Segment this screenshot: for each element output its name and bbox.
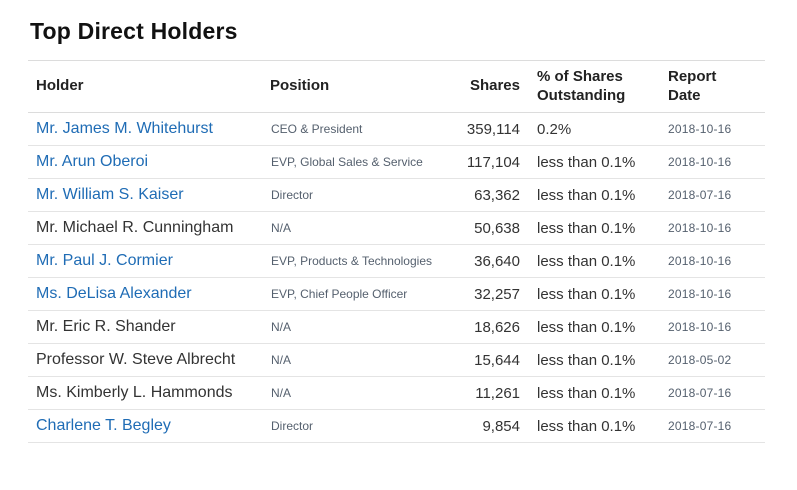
holder-cell: Mr. Arun Oberoi: [28, 146, 270, 179]
table-row: Mr. Paul J. Cormier EVP, Products & Tech…: [28, 245, 765, 278]
pct-outstanding-cell: less than 0.1%: [537, 153, 636, 171]
pct-outstanding-cell: less than 0.1%: [537, 417, 636, 435]
position-cell: N/A: [271, 386, 292, 400]
holder-text: Mr. Michael R. Cunningham: [36, 219, 234, 236]
holder-cell: Professor W. Steve Albrecht: [28, 344, 270, 377]
shares-cell: 36,640: [474, 252, 520, 270]
report-date-cell: 2018-10-16: [668, 287, 732, 301]
header-position: Position: [270, 60, 450, 113]
table-row: Mr. James M. Whitehurst CEO & President …: [28, 113, 765, 146]
shares-cell: 9,854: [482, 417, 520, 435]
report-date-cell: 2018-10-16: [668, 155, 732, 169]
shares-cell: 15,644: [474, 351, 520, 369]
holder-cell: Mr. Paul J. Cormier: [28, 245, 270, 278]
holders-table: Holder Position Shares % of Shares Outst…: [28, 60, 765, 443]
report-date-cell: 2018-10-16: [668, 221, 732, 235]
shares-cell: 18,626: [474, 318, 520, 336]
holder-text: Ms. Kimberly L. Hammonds: [36, 384, 233, 401]
holder-cell: Charlene T. Begley: [28, 410, 270, 443]
holder-cell: Mr. William S. Kaiser: [28, 179, 270, 212]
table-row: Mr. Michael R. Cunningham N/A 50,638 les…: [28, 212, 765, 245]
report-date-cell: 2018-10-16: [668, 122, 732, 136]
report-date-cell: 2018-07-16: [668, 419, 732, 433]
position-cell: N/A: [271, 320, 292, 334]
report-date-cell: 2018-10-16: [668, 320, 732, 334]
header-shares: Shares: [450, 60, 524, 113]
holder-cell: Ms. DeLisa Alexander: [28, 278, 270, 311]
pct-outstanding-cell: less than 0.1%: [537, 252, 636, 270]
holders-table-body: Mr. James M. Whitehurst CEO & President …: [28, 113, 765, 443]
holder-link[interactable]: Mr. James M. Whitehurst: [36, 120, 213, 137]
table-row: Mr. Eric R. Shander N/A 18,626 less than…: [28, 311, 765, 344]
header-holder: Holder: [28, 60, 270, 113]
holder-link[interactable]: Mr. William S. Kaiser: [36, 186, 184, 203]
holder-link[interactable]: Mr. Arun Oberoi: [36, 153, 149, 170]
shares-cell: 359,114: [466, 120, 520, 138]
header-report-date: Report Date: [662, 60, 765, 113]
holder-link[interactable]: Mr. Paul J. Cormier: [36, 252, 173, 269]
table-row: Ms. Kimberly L. Hammonds N/A 11,261 less…: [28, 377, 765, 410]
holder-text: Mr. Eric R. Shander: [36, 318, 176, 335]
table-row: Charlene T. Begley Director 9,854 less t…: [28, 410, 765, 443]
position-cell: EVP, Products & Technologies: [271, 254, 432, 268]
holder-cell: Ms. Kimberly L. Hammonds: [28, 377, 270, 410]
table-row: Mr. William S. Kaiser Director 63,362 le…: [28, 179, 765, 212]
position-cell: CEO & President: [271, 122, 363, 136]
position-cell: EVP, Chief People Officer: [271, 287, 408, 301]
report-date-cell: 2018-07-16: [668, 386, 732, 400]
pct-outstanding-cell: less than 0.1%: [537, 186, 636, 204]
position-cell: Director: [271, 419, 314, 433]
pct-outstanding-cell: less than 0.1%: [537, 219, 636, 237]
report-date-cell: 2018-07-16: [668, 188, 732, 202]
page-title: Top Direct Holders: [30, 18, 238, 44]
pct-outstanding-cell: 0.2%: [537, 120, 572, 138]
position-cell: N/A: [271, 353, 292, 367]
header-pct-outstanding: % of Shares Outstanding: [524, 60, 662, 113]
table-row: Ms. DeLisa Alexander EVP, Chief People O…: [28, 278, 765, 311]
table-row: Mr. Arun Oberoi EVP, Global Sales & Serv…: [28, 146, 765, 179]
shares-cell: 50,638: [474, 219, 520, 237]
header-row: Holder Position Shares % of Shares Outst…: [28, 60, 765, 113]
report-date-cell: 2018-05-02: [668, 353, 732, 367]
holder-cell: Mr. Michael R. Cunningham: [28, 212, 270, 245]
report-date-cell: 2018-10-16: [668, 254, 732, 268]
holders-table-header: Holder Position Shares % of Shares Outst…: [28, 60, 765, 113]
shares-cell: 11,261: [475, 384, 520, 402]
table-row: Professor W. Steve Albrecht N/A 15,644 l…: [28, 344, 765, 377]
pct-outstanding-cell: less than 0.1%: [537, 285, 636, 303]
pct-outstanding-cell: less than 0.1%: [537, 318, 636, 336]
position-cell: EVP, Global Sales & Service: [271, 155, 423, 169]
holder-link[interactable]: Charlene T. Begley: [36, 417, 171, 434]
position-cell: N/A: [271, 221, 292, 235]
holder-cell: Mr. James M. Whitehurst: [28, 113, 270, 146]
position-cell: Director: [271, 188, 314, 202]
holder-text: Professor W. Steve Albrecht: [36, 351, 236, 368]
shares-cell: 32,257: [474, 285, 520, 303]
pct-outstanding-cell: less than 0.1%: [537, 351, 636, 369]
shares-cell: 63,362: [474, 186, 520, 204]
holder-link[interactable]: Ms. DeLisa Alexander: [36, 285, 192, 302]
holder-cell: Mr. Eric R. Shander: [28, 311, 270, 344]
pct-outstanding-cell: less than 0.1%: [537, 384, 636, 402]
shares-cell: 117,104: [466, 153, 520, 171]
